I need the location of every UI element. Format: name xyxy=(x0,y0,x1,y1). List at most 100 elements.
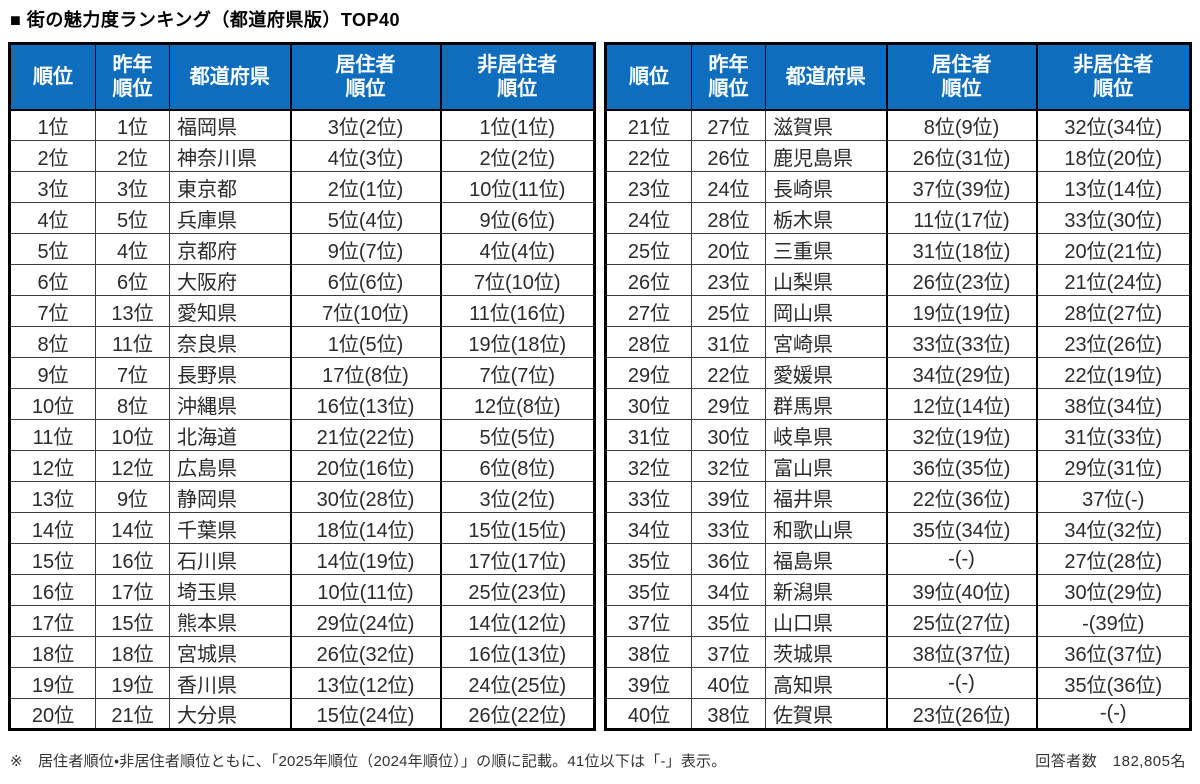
table-row: 30位 29位 群馬県 12位(14位) 38位(34位) xyxy=(605,388,1191,420)
cell-resident-rank: 37位(39位) xyxy=(885,171,1037,203)
cell-rank: 20位 xyxy=(9,698,96,730)
cell-non-resident-rank: 20位(21位) xyxy=(1035,233,1191,265)
cell-rank: 40位 xyxy=(605,698,692,730)
ranking-table-right: 順位 昨年 順位 都道府県 居住者 順位 非居住者 順位 21位 27位 滋賀県 8位… xyxy=(604,42,1192,731)
cell-rank: 30位 xyxy=(605,388,692,420)
cell-prefecture: 熊本県 xyxy=(169,605,291,637)
cell-resident-rank: 2位(1位) xyxy=(289,171,441,203)
cell-prefecture: 愛知県 xyxy=(169,295,291,327)
cell-last-year-rank: 3位 xyxy=(95,171,170,203)
cell-last-year-rank: 21位 xyxy=(95,698,170,730)
cell-non-resident-rank: 32位(34位) xyxy=(1035,109,1191,141)
table-row: 25位 20位 三重県 31位(18位) 20位(21位) xyxy=(605,233,1191,265)
ranking-table-left: 順位 昨年 順位 都道府県 居住者 順位 非居住者 順位 1位 1位 福岡県 3位(2… xyxy=(8,42,596,731)
cell-last-year-rank: 29位 xyxy=(691,388,766,420)
cell-resident-rank: 6位(6位) xyxy=(289,264,441,296)
cell-non-resident-rank: 38位(34位) xyxy=(1035,388,1191,420)
cell-last-year-rank: 28位 xyxy=(691,202,766,234)
table-row: 26位 23位 山梨県 26位(23位) 21位(24位) xyxy=(605,264,1191,296)
table-row: 20位 21位 大分県 15位(24位) 26位(22位) xyxy=(9,698,595,730)
cell-prefecture: 千葉県 xyxy=(169,512,291,544)
table-row: 11位 10位 北海道 21位(22位) 5位(5位) xyxy=(9,419,595,451)
cell-rank: 18位 xyxy=(9,636,96,668)
table-row: 18位 18位 宮城県 26位(32位) 16位(13位) xyxy=(9,636,595,668)
cell-non-resident-rank: 25位(23位) xyxy=(439,574,595,606)
cell-non-resident-rank: 29位(31位) xyxy=(1035,450,1191,482)
col-header-last-year-rank: 昨年 順位 xyxy=(95,43,170,111)
cell-rank: 1位 xyxy=(9,109,96,141)
cell-last-year-rank: 9位 xyxy=(95,481,170,513)
cell-non-resident-rank: 11位(16位) xyxy=(439,295,595,327)
cell-non-resident-rank: 13位(14位) xyxy=(1035,171,1191,203)
table-header: 順位 昨年 順位 都道府県 居住者 順位 非居住者 順位 xyxy=(605,43,1191,111)
cell-resident-rank: 32位(19位) xyxy=(885,419,1037,451)
cell-resident-rank: 29位(24位) xyxy=(289,605,441,637)
cell-rank: 17位 xyxy=(9,605,96,637)
cell-last-year-rank: 23位 xyxy=(691,264,766,296)
cell-resident-rank: 14位(19位) xyxy=(289,543,441,575)
table-row: 1位 1位 福岡県 3位(2位) 1位(1位) xyxy=(9,109,595,141)
table-row: 31位 30位 岐阜県 32位(19位) 31位(33位) xyxy=(605,419,1191,451)
cell-resident-rank: 30位(28位) xyxy=(289,481,441,513)
cell-rank: 7位 xyxy=(9,295,96,327)
cell-resident-rank: 26位(31位) xyxy=(885,140,1037,172)
cell-resident-rank: 15位(24位) xyxy=(289,698,441,730)
cell-non-resident-rank: 12位(8位) xyxy=(439,388,595,420)
cell-last-year-rank: 37位 xyxy=(691,636,766,668)
cell-non-resident-rank: 19位(18位) xyxy=(439,326,595,358)
table-row: 29位 22位 愛媛県 34位(29位) 22位(19位) xyxy=(605,357,1191,389)
cell-last-year-rank: 16位 xyxy=(95,543,170,575)
col-header-prefecture: 都道府県 xyxy=(765,43,887,111)
cell-rank: 22位 xyxy=(605,140,692,172)
table-row: 35位 36位 福島県 -(-) 27位(28位) xyxy=(605,543,1191,575)
cell-non-resident-rank: 27位(28位) xyxy=(1035,543,1191,575)
cell-rank: 15位 xyxy=(9,543,96,575)
cell-rank: 33位 xyxy=(605,481,692,513)
cell-last-year-rank: 31位 xyxy=(691,326,766,358)
cell-prefecture: 北海道 xyxy=(169,419,291,451)
cell-prefecture: 愛媛県 xyxy=(765,357,887,389)
cell-last-year-rank: 25位 xyxy=(691,295,766,327)
cell-last-year-rank: 15位 xyxy=(95,605,170,637)
cell-prefecture: 大分県 xyxy=(169,698,291,730)
table-row: 6位 6位 大阪府 6位(6位) 7位(10位) xyxy=(9,264,595,296)
footer: ※ 居住者順位・非居住者順位ともに、「2025年順位（2024年順位）」の順に記… xyxy=(10,750,1186,771)
cell-prefecture: 福島県 xyxy=(765,543,887,575)
cell-prefecture: 京都府 xyxy=(169,233,291,265)
cell-resident-rank: -(-) xyxy=(885,543,1037,575)
cell-rank: 28位 xyxy=(605,326,692,358)
cell-resident-rank: 35位(34位) xyxy=(885,512,1037,544)
cell-prefecture: 大阪府 xyxy=(169,264,291,296)
cell-prefecture: 宮城県 xyxy=(169,636,291,668)
cell-non-resident-rank: 1位(1位) xyxy=(439,109,595,141)
cell-prefecture: 鹿児島県 xyxy=(765,140,887,172)
cell-non-resident-rank: 30位(29位) xyxy=(1035,574,1191,606)
cell-prefecture: 富山県 xyxy=(765,450,887,482)
cell-non-resident-rank: 3位(2位) xyxy=(439,481,595,513)
table-row: 39位 40位 高知県 -(-) 35位(36位) xyxy=(605,667,1191,699)
table-row: 15位 16位 石川県 14位(19位) 17位(17位) xyxy=(9,543,595,575)
cell-prefecture: 石川県 xyxy=(169,543,291,575)
cell-prefecture: 山口県 xyxy=(765,605,887,637)
table-row: 23位 24位 長崎県 37位(39位) 13位(14位) xyxy=(605,171,1191,203)
cell-resident-rank: -(-) xyxy=(885,667,1037,699)
table-row: 16位 17位 埼玉県 10位(11位) 25位(23位) xyxy=(9,574,595,606)
cell-resident-rank: 7位(10位) xyxy=(289,295,441,327)
table-row: 28位 31位 宮崎県 33位(33位) 23位(26位) xyxy=(605,326,1191,358)
cell-rank: 38位 xyxy=(605,636,692,668)
table-row: 37位 35位 山口県 25位(27位) -(39位) xyxy=(605,605,1191,637)
cell-rank: 27位 xyxy=(605,295,692,327)
cell-resident-rank: 39位(40位) xyxy=(885,574,1037,606)
cell-last-year-rank: 38位 xyxy=(691,698,766,730)
cell-prefecture: 長野県 xyxy=(169,357,291,389)
cell-resident-rank: 34位(29位) xyxy=(885,357,1037,389)
cell-resident-rank: 33位(33位) xyxy=(885,326,1037,358)
cell-last-year-rank: 39位 xyxy=(691,481,766,513)
cell-prefecture: 埼玉県 xyxy=(169,574,291,606)
col-header-non-resident-rank: 非居住者 順位 xyxy=(439,43,595,111)
table-row: 5位 4位 京都府 9位(7位) 4位(4位) xyxy=(9,233,595,265)
cell-rank: 37位 xyxy=(605,605,692,637)
cell-resident-rank: 8位(9位) xyxy=(885,109,1037,141)
cell-resident-rank: 36位(35位) xyxy=(885,450,1037,482)
cell-last-year-rank: 40位 xyxy=(691,667,766,699)
